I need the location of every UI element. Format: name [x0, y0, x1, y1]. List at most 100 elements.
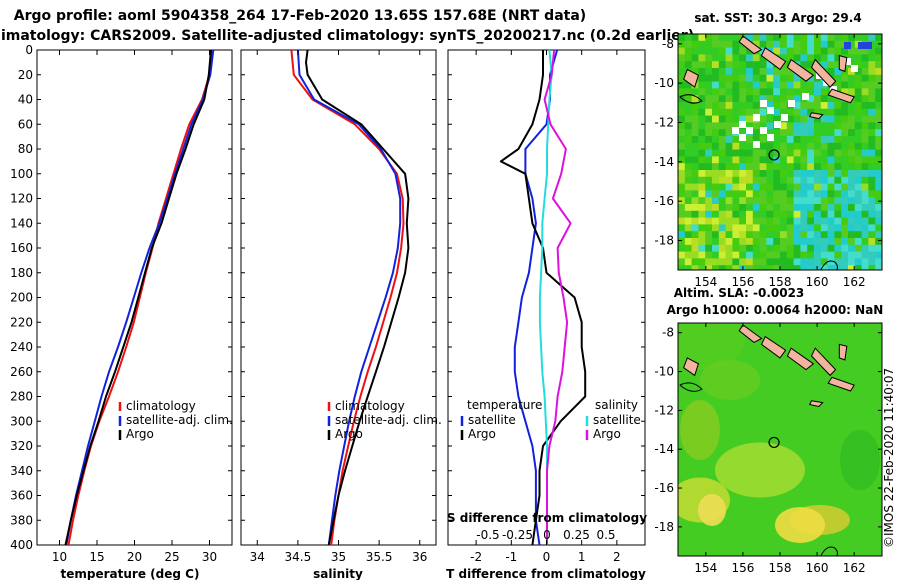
sst-pixel: [820, 265, 828, 270]
sst-pixel: [746, 47, 754, 55]
sst-pixel: [807, 170, 815, 178]
sst-pixel: [786, 251, 794, 259]
sst-pixel: [807, 88, 815, 96]
sst-pixel: [786, 88, 794, 96]
x-tick-label: 35.5: [366, 550, 393, 564]
sst-pixel: [834, 108, 842, 116]
sst-pixel: [861, 108, 869, 116]
sst-pixel: [684, 102, 692, 110]
sst-pixel: [773, 149, 781, 157]
sst-pixel: [786, 190, 794, 198]
sst-pixel: [746, 265, 754, 270]
map-x-tick-label: 158: [769, 561, 792, 575]
sst-pixel: [786, 210, 794, 218]
sst-pixel: [814, 244, 822, 252]
sst-pixel: [759, 95, 767, 103]
sst-pixel: [854, 102, 862, 110]
sst-pixel: [766, 251, 774, 259]
sst-pixel: [841, 204, 849, 212]
sst-pixel: [786, 217, 794, 225]
sst-pixel: [705, 136, 713, 144]
sst-pixel: [732, 108, 740, 116]
sst-pixel: [712, 170, 720, 178]
sst-pixel: [766, 183, 774, 191]
sst-pixel: [827, 190, 835, 198]
sst-pixel: [793, 258, 801, 266]
sst-pixel: [882, 224, 889, 231]
figure-title-line2: Climatology: CARS2009. Satellite-adjuste…: [0, 28, 694, 44]
sst-pixel: [841, 81, 849, 89]
map-x-tick-label: 156: [731, 561, 754, 575]
sst-pixel: [739, 210, 747, 218]
sst-pixel: [882, 129, 889, 136]
sst-pixel: [698, 156, 706, 164]
sst-pixel: [814, 102, 822, 110]
sst-pixel: [712, 176, 720, 184]
sst-pixel: [773, 74, 781, 82]
sst-pixel: [848, 108, 856, 116]
sst-pixel: [875, 265, 882, 270]
sst-pixel: [814, 95, 822, 103]
sst-pixel: [718, 231, 726, 239]
depth-tick-label: 40: [18, 93, 33, 107]
sst-pixel: [759, 170, 767, 178]
sst-pixel: [882, 170, 889, 177]
sst-pixel: [786, 170, 794, 178]
sst-pixel: [841, 170, 849, 178]
sst-pixel: [705, 54, 713, 62]
sst-pixel: [718, 54, 726, 62]
sst-pixel: [691, 231, 699, 239]
sst-pixel: [712, 34, 720, 42]
sst-pixel: [725, 183, 733, 191]
sst-pixel: [820, 210, 828, 218]
sst-pixel: [807, 129, 815, 137]
sst-pixel: [827, 34, 835, 42]
sst-pixel: [861, 142, 869, 150]
sst-pixel: [752, 108, 760, 116]
sst-pixel: [691, 251, 699, 259]
sst-pixel: [780, 190, 788, 198]
sst-pixel: [773, 47, 781, 55]
sst-pixel: [725, 224, 733, 232]
sst-pixel: [780, 102, 788, 110]
sst-pixel: [759, 265, 767, 270]
sst-pixel: [820, 238, 828, 246]
sst-pixel: [848, 129, 856, 137]
sst-pixel: [705, 108, 713, 116]
sst-pixel: [807, 176, 815, 184]
sst-pixel: [759, 115, 767, 123]
top-x-tick-label: 0.25: [563, 528, 590, 542]
sst-cloud-gap: [844, 58, 851, 65]
sst-pixel: [773, 265, 781, 270]
sst-pixel: [875, 108, 882, 116]
sst-pixel: [705, 251, 713, 259]
sst-pixel: [854, 81, 862, 89]
map-y-tick-label: -12: [654, 403, 674, 417]
sst-pixel: [820, 88, 828, 96]
sst-pixel: [820, 47, 828, 55]
sst-pixel: [712, 54, 720, 62]
sst-pixel: [861, 183, 869, 191]
difference-series-line: [513, 50, 559, 545]
depth-tick-label: 300: [10, 414, 33, 428]
sst-pixel: [875, 68, 882, 76]
sst-pixel: [861, 61, 869, 69]
sst-pixel: [684, 210, 692, 218]
sst-high-pixel: [858, 42, 865, 49]
sst-pixel: [820, 244, 828, 252]
sst-pixel: [882, 231, 889, 238]
sst-pixel: [766, 122, 774, 130]
sst-pixel: [739, 61, 747, 69]
sst-pixel: [848, 217, 856, 225]
depth-tick-label: 240: [10, 340, 33, 354]
sst-cloud-gap: [760, 100, 767, 107]
sst-pixel: [678, 136, 686, 144]
sst-pixel: [746, 156, 754, 164]
sst-pixel: [746, 217, 754, 225]
sst-pixel: [820, 204, 828, 212]
sst-pixel: [780, 197, 788, 205]
sst-pixel: [827, 115, 835, 123]
sst-pixel: [773, 197, 781, 205]
sst-pixel: [746, 108, 754, 116]
sst-pixel: [705, 170, 713, 178]
